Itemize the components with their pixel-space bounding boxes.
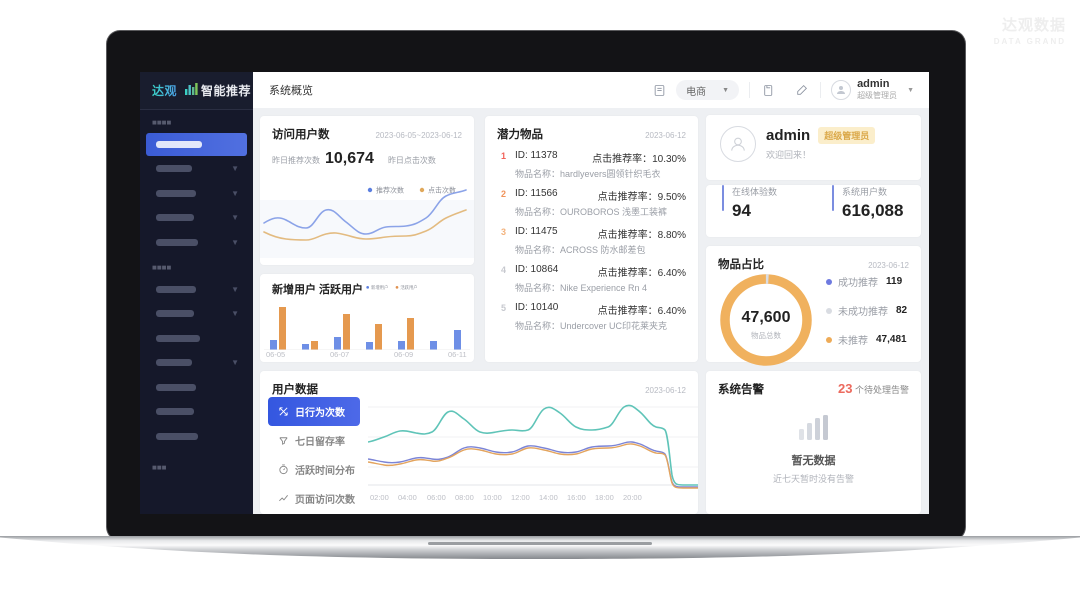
svg-text:08:00: 08:00	[455, 493, 474, 502]
svg-text:04:00: 04:00	[398, 493, 417, 502]
svg-text:活跃用户: 活跃用户	[400, 284, 417, 291]
svg-text:新增用户: 新增用户	[371, 284, 388, 291]
svg-text:20:00: 20:00	[623, 493, 642, 502]
svg-text:12:00: 12:00	[511, 493, 530, 502]
svg-text:14:00: 14:00	[539, 493, 558, 502]
svg-text:02:00: 02:00	[370, 493, 389, 502]
svg-text:推荐次数: 推荐次数	[376, 186, 404, 195]
svg-text:16:00: 16:00	[567, 493, 586, 502]
svg-text:10:00: 10:00	[483, 493, 502, 502]
svg-text:47,600: 47,600	[742, 309, 791, 326]
svg-text:06:00: 06:00	[427, 493, 446, 502]
svg-text:18:00: 18:00	[595, 493, 614, 502]
svg-text:物品总数: 物品总数	[751, 330, 781, 340]
